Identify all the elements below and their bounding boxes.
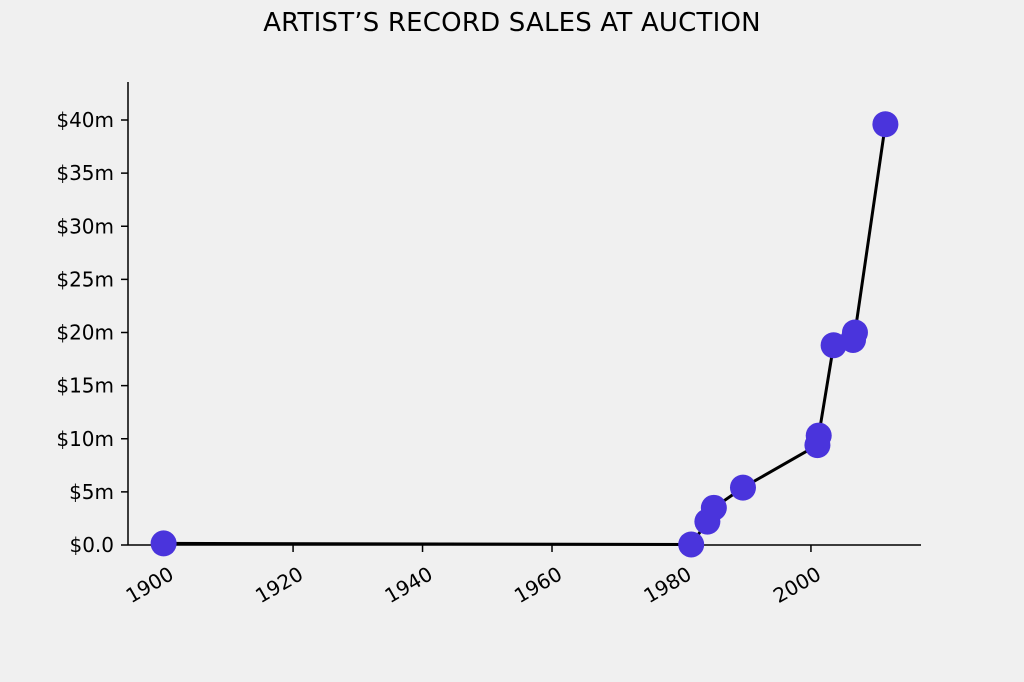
x-tick-label: 1960 [510, 562, 566, 608]
data-point [872, 111, 899, 138]
y-tick-label: $30m [56, 214, 114, 238]
data-point [729, 474, 756, 501]
y-axis-ticks: $0.0 $5m $10m $15m $20m $25m $30m $35m $40m [56, 108, 128, 557]
y-tick-label: $40m [56, 108, 114, 132]
axes [127, 82, 921, 546]
data-point [150, 530, 177, 557]
data-point [700, 494, 727, 521]
y-tick-label: $0.0 [69, 533, 114, 557]
x-tick-label: 1940 [381, 562, 437, 608]
y-tick-label: $20m [56, 321, 114, 345]
series-points [150, 111, 899, 558]
x-tick-label: 2000 [769, 562, 825, 608]
y-tick-label: $25m [56, 267, 114, 291]
data-point [841, 319, 868, 346]
data-point [678, 531, 705, 558]
y-tick-label: $10m [56, 427, 114, 451]
chart-title: ARTIST’S RECORD SALES AT AUCTION [263, 8, 761, 38]
x-tick-label: 1920 [251, 562, 307, 608]
x-axis-ticks: 1900 1920 1940 1960 1980 2000 [122, 545, 825, 608]
data-point [805, 422, 832, 449]
y-tick-label: $5m [69, 480, 114, 504]
x-tick-label: 1980 [639, 562, 695, 608]
y-tick-label: $15m [56, 374, 114, 398]
series-line [163, 124, 887, 546]
series-lines [163, 124, 887, 546]
x-tick-label: 1900 [122, 562, 178, 608]
y-tick-label: $35m [56, 161, 114, 185]
